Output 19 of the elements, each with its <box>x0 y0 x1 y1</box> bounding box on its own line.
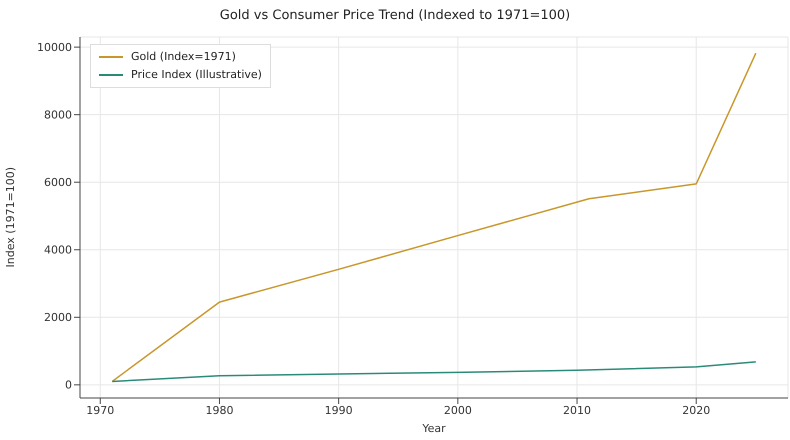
y-tick-label: 8000 <box>44 108 72 122</box>
legend-label: Price Index (Illustrative) <box>131 67 262 83</box>
x-tick-label: 2000 <box>444 404 472 417</box>
x-tick-label: 2020 <box>682 404 710 417</box>
y-tick-label: 0 <box>65 378 72 392</box>
x-tick-label: 1990 <box>324 404 353 417</box>
y-tick-label: 2000 <box>44 311 72 324</box>
y-axis-title: Index (1971=100) <box>4 166 17 268</box>
line-series <box>111 52 757 382</box>
legend-label: Gold (Index=1971) <box>131 49 236 65</box>
chart-title: Gold vs Consumer Price Trend (Indexed to 1971=100) <box>218 8 572 23</box>
y-tick-label: 6000 <box>44 176 72 190</box>
x-axis-title: Year <box>421 422 446 435</box>
line-series <box>111 361 757 382</box>
y-tick-label: 4000 <box>44 244 72 257</box>
y-tick-label: 10000 <box>37 41 72 54</box>
x-tick-label: 1980 <box>205 404 234 417</box>
x-tick-label: 2010 <box>563 404 592 417</box>
x-tick-label: 1970 <box>86 404 114 417</box>
